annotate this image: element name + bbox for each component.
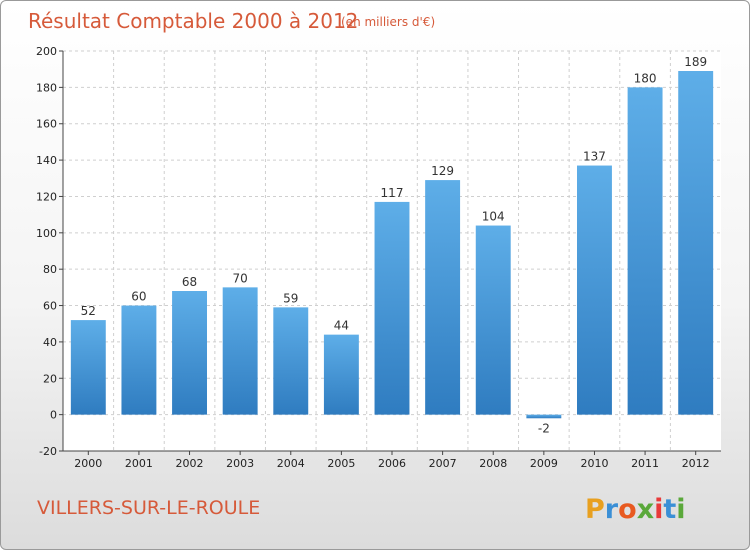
data-label-2005: 44 — [334, 319, 349, 333]
bar-2003 — [222, 287, 258, 415]
y-tick-label: 100 — [36, 227, 57, 240]
data-label-2010: 137 — [583, 150, 606, 164]
data-label-2004: 59 — [283, 291, 298, 305]
bar-2005 — [323, 334, 359, 415]
y-tick-label: 0 — [50, 409, 57, 422]
logo-letter: o — [618, 494, 637, 525]
bar-2004 — [273, 307, 309, 415]
x-tick-label-2006: 2006 — [378, 457, 406, 470]
bar-2012 — [678, 71, 714, 415]
data-label-2002: 68 — [182, 275, 197, 289]
data-label-2001: 60 — [131, 290, 146, 304]
labels: -20 0 20 40 60 80 100 120 140 160 180 200 52 2000 60 20… — [36, 45, 710, 470]
logo-letter: i — [676, 494, 685, 525]
bar-2007 — [425, 180, 461, 415]
x-tick-label-2005: 2005 — [327, 457, 355, 470]
bar-2001 — [121, 305, 157, 415]
bar-2000 — [70, 320, 106, 415]
x-tick-label-2004: 2004 — [277, 457, 305, 470]
data-label-2000: 52 — [81, 304, 96, 318]
y-tick-label: -20 — [39, 445, 57, 458]
bar-2008 — [475, 225, 511, 415]
place-name: VILLERS-SUR-LE-ROULE — [37, 497, 260, 519]
x-tick-label-2008: 2008 — [479, 457, 507, 470]
x-tick-label-2012: 2012 — [682, 457, 710, 470]
chart-subtitle: (en milliers d'€) — [341, 15, 435, 29]
y-tick-label: 60 — [43, 300, 57, 313]
y-tick-label: 140 — [36, 154, 57, 167]
data-label-2007: 129 — [431, 164, 454, 178]
x-tick-label-2010: 2010 — [580, 457, 608, 470]
logo-letter: x — [637, 494, 654, 525]
proxiti-logo: Proxiti — [585, 494, 686, 525]
y-tick-label: 160 — [36, 118, 57, 131]
bars — [70, 71, 714, 419]
x-tick-label-2011: 2011 — [631, 457, 659, 470]
bar-2002 — [172, 291, 208, 415]
x-tick-label-2003: 2003 — [226, 457, 254, 470]
logo-letter: i — [654, 494, 663, 525]
logo-letter: t — [663, 494, 676, 525]
logo-letter: P — [585, 494, 605, 525]
x-tick-label-2009: 2009 — [530, 457, 558, 470]
data-label-2006: 117 — [381, 186, 404, 200]
data-label-2003: 70 — [233, 271, 248, 285]
bar-2009 — [526, 414, 562, 419]
y-tick-label: 80 — [43, 263, 57, 276]
data-label-2008: 104 — [482, 210, 505, 224]
y-tick-label: 200 — [36, 45, 57, 58]
data-label-2012: 189 — [684, 55, 707, 69]
x-tick-label-2007: 2007 — [429, 457, 457, 470]
y-tick-label: 40 — [43, 336, 57, 349]
y-tick-label: 180 — [36, 81, 57, 94]
y-tick-label: 20 — [43, 372, 57, 385]
bar-2011 — [627, 87, 663, 415]
data-label-2011: 180 — [634, 71, 657, 85]
x-tick-label-2002: 2002 — [176, 457, 204, 470]
data-label-2009: -2 — [538, 421, 550, 435]
x-tick-label-2001: 2001 — [125, 457, 153, 470]
bar-2010 — [576, 165, 612, 415]
bar-2006 — [374, 201, 410, 415]
logo-letter: r — [605, 494, 619, 525]
y-tick-label: 120 — [36, 190, 57, 203]
axes — [59, 50, 721, 455]
x-tick-label-2000: 2000 — [74, 457, 102, 470]
chart-title: Résultat Comptable 2000 à 2012 — [28, 9, 358, 33]
